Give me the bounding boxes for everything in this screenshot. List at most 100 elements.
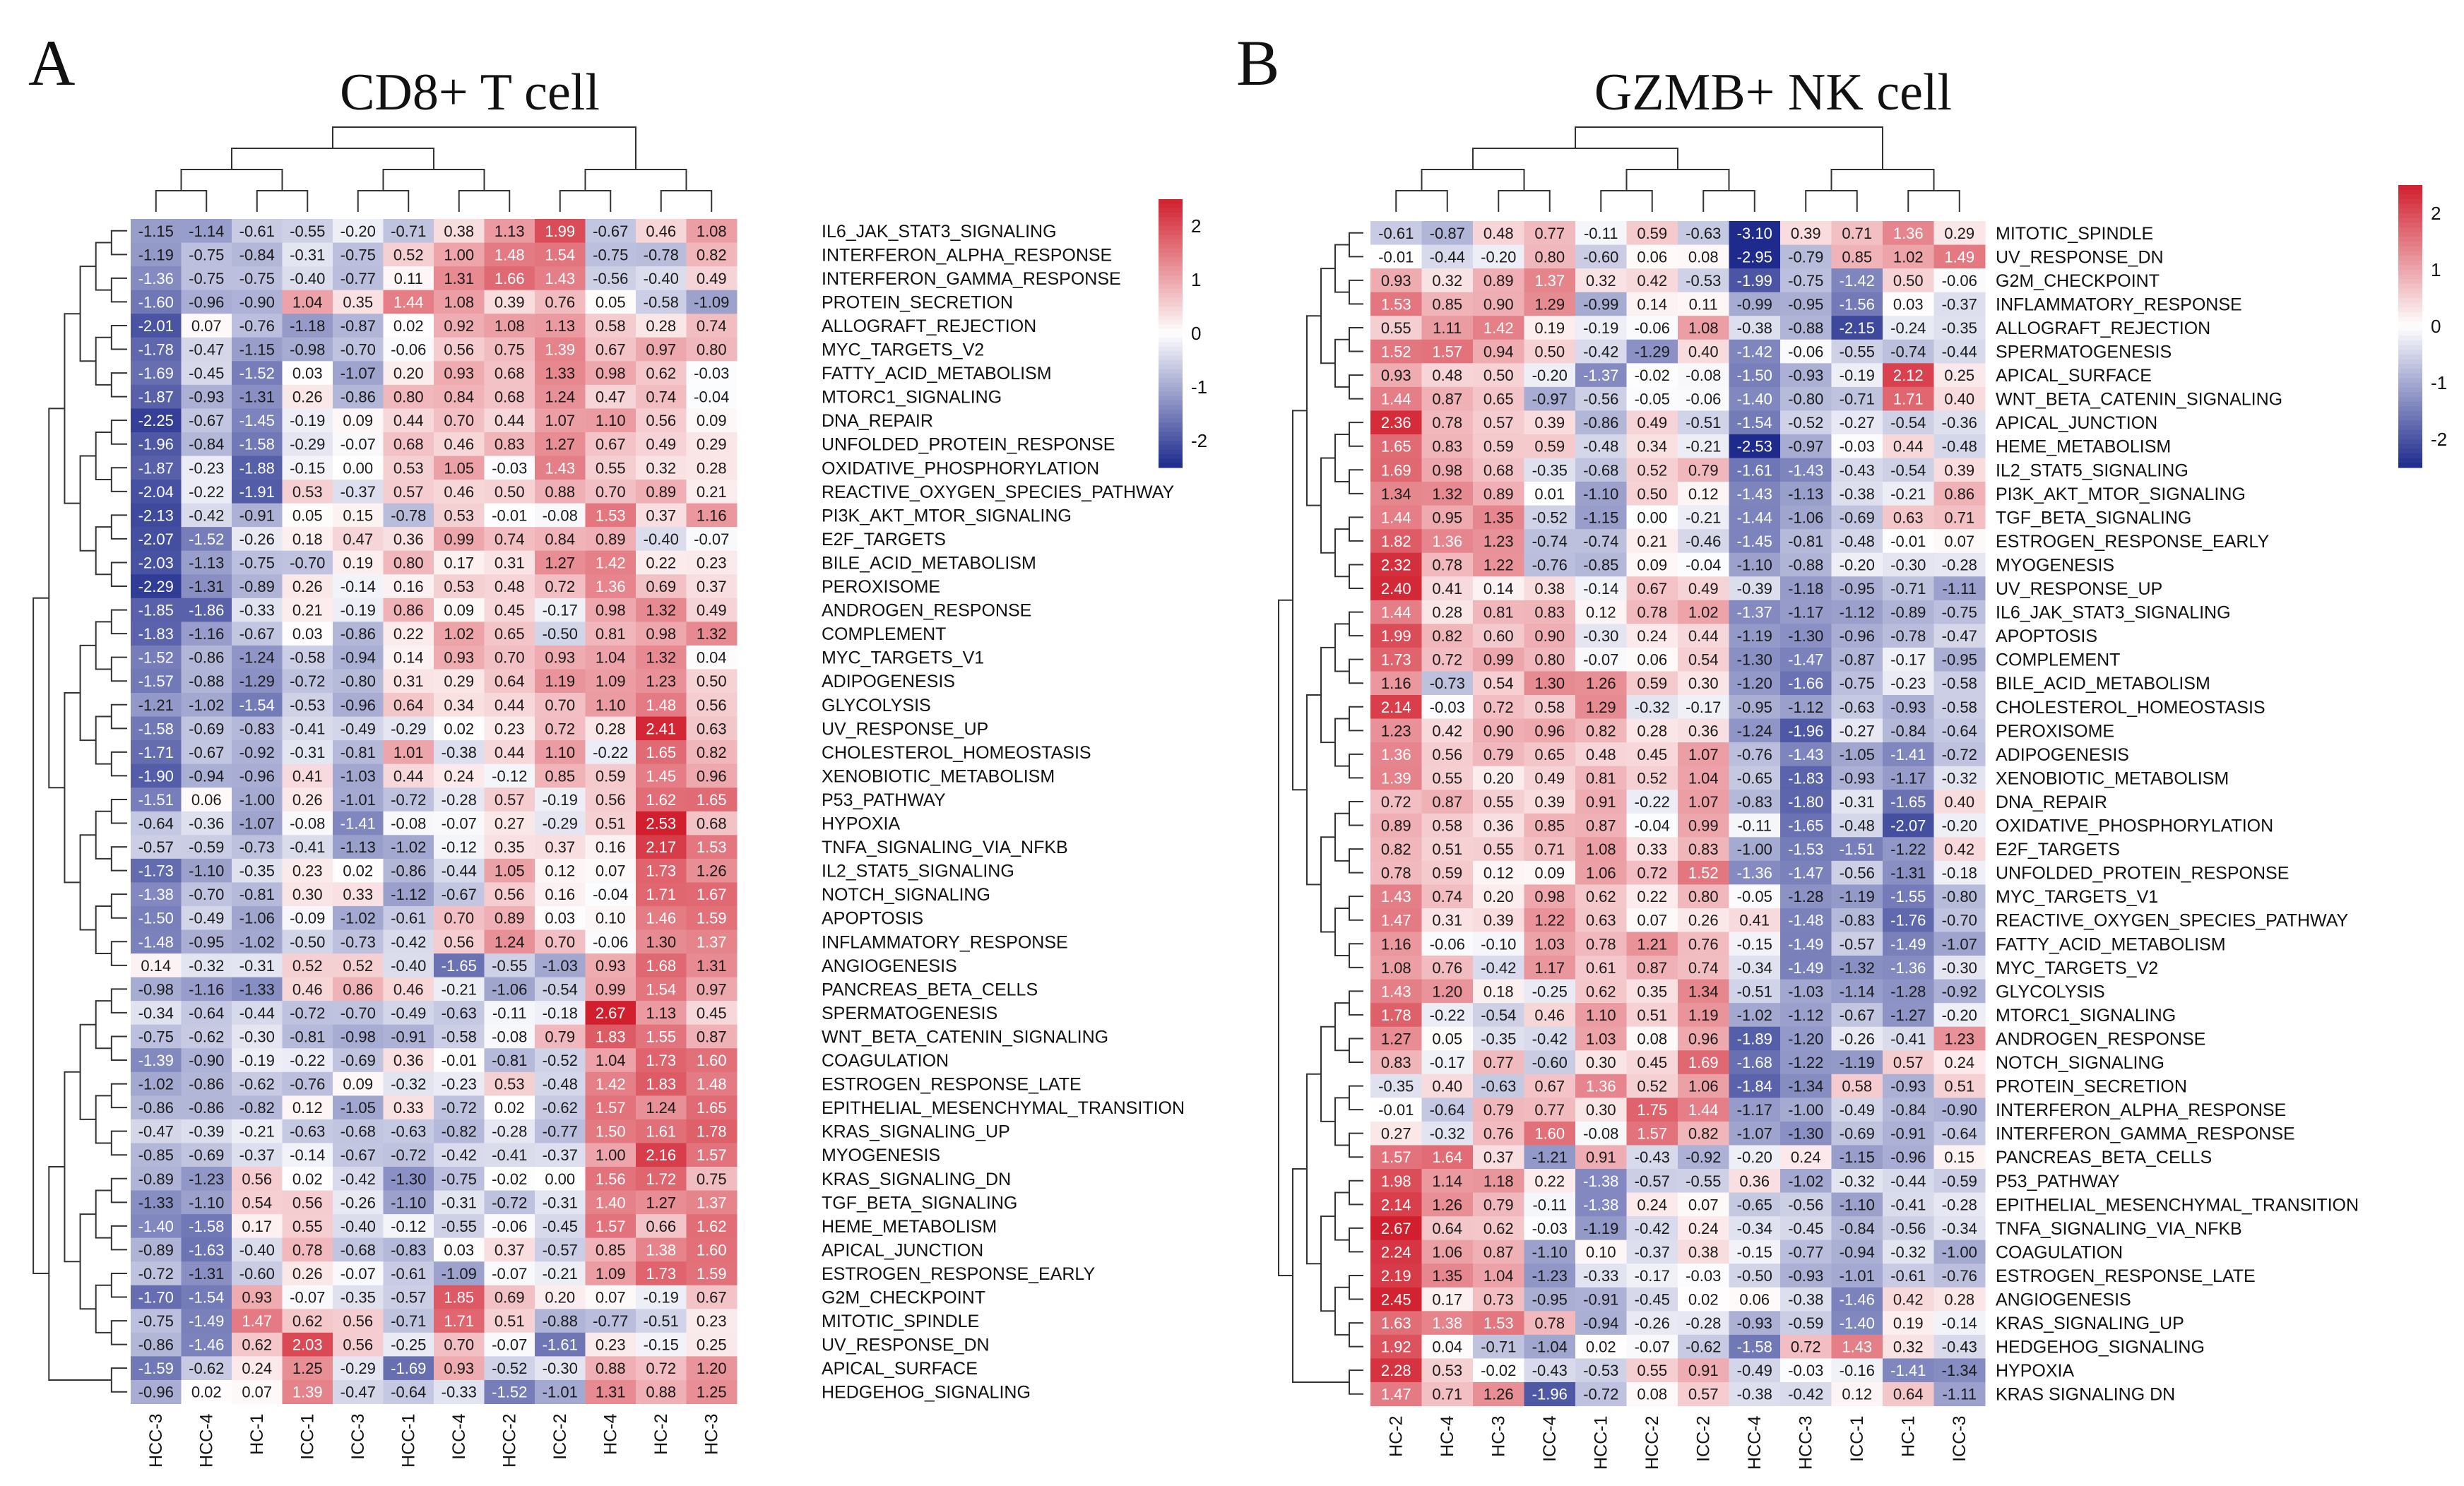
row-label: TGF_BETA_SIGNALING	[1996, 508, 2191, 528]
cell-value-label: -1.22	[1788, 1054, 1823, 1071]
cell-value-label: 1.30	[646, 933, 676, 951]
color-scale-segment	[1159, 360, 1183, 365]
cell-value-label: 0.53	[292, 483, 323, 501]
cell-value-label: 1.39	[545, 341, 575, 359]
cell-value-label: 0.98	[1432, 461, 1462, 479]
cell-value-label: 0.48	[1586, 746, 1616, 763]
cell-value-label: 0.82	[1432, 627, 1462, 645]
cell-value-label: 0.47	[596, 388, 626, 406]
cell-value-label: -0.40	[644, 270, 679, 287]
cell-value-label: 1.06	[1586, 864, 1616, 882]
cell-value-label: -1.39	[138, 1052, 174, 1069]
cell-value-label: 0.30	[1586, 1054, 1616, 1071]
heatmap-cell	[131, 811, 182, 836]
cell-value-label: 1.57	[697, 1146, 727, 1164]
cell-value-label: -0.61	[1378, 225, 1414, 242]
cell-value-label: 0.63	[1893, 509, 1924, 526]
row-label: P53_PATHWAY	[1996, 1172, 2120, 1191]
cell-value-label: -0.75	[138, 1028, 174, 1045]
cell-value-label: -0.83	[1737, 793, 1772, 811]
cell-value-label: 1.39	[1381, 769, 1411, 787]
cell-value-label: -0.35	[239, 862, 275, 880]
heatmap-cell	[686, 480, 738, 504]
cell-value-label: -0.06	[492, 1218, 527, 1235]
cell-value-label: 0.02	[444, 720, 474, 737]
cell-value-label: 0.72	[646, 1360, 676, 1377]
heatmap-cell	[383, 432, 434, 456]
color-scale-segment	[1159, 253, 1183, 258]
heatmap-cell	[282, 384, 333, 409]
cell-value-label: 2.14	[1381, 699, 1411, 716]
row-dendrogram-branch	[95, 905, 112, 955]
heatmap-cell	[585, 550, 636, 575]
cell-value-label: -1.10	[189, 1194, 224, 1211]
cell-value-label: -0.54	[1890, 461, 1926, 479]
color-scale-segment	[1159, 400, 1183, 405]
color-scale-segment	[2398, 331, 2422, 336]
cell-value-label: 0.22	[1534, 1172, 1565, 1190]
color-scale-segment	[1159, 230, 1183, 236]
cell-value-label: -0.75	[593, 246, 628, 263]
cell-value-label: -1.34	[1788, 1078, 1823, 1095]
row-dendrogram-branch	[110, 324, 127, 350]
heatmap-cell	[434, 811, 485, 836]
heatmap-cell	[686, 622, 738, 646]
column-label: HCC-3	[146, 1414, 166, 1468]
color-scale-segment	[1159, 342, 1183, 347]
color-scale-segment	[1159, 324, 1183, 330]
heatmap-cell	[181, 811, 232, 836]
cell-value-label: -0.42	[442, 1146, 477, 1164]
cell-value-label: 1.73	[1381, 651, 1411, 669]
row-dendrogram-branch	[1349, 848, 1363, 874]
cell-value-label: 1.08	[1381, 959, 1411, 977]
heatmap-cell	[636, 266, 687, 291]
row-dendrogram-branch	[110, 893, 127, 919]
cell-value-label: 1.00	[444, 246, 474, 263]
cell-value-label: -1.12	[1788, 699, 1823, 716]
color-scale-segment	[1159, 293, 1183, 298]
cell-value-label: 0.23	[697, 554, 727, 571]
cell-value-label: 0.79	[1688, 461, 1719, 479]
cell-value-label: 1.23	[1381, 722, 1411, 739]
cell-value-label: -0.63	[1840, 699, 1875, 716]
cell-value-label: 1.78	[1381, 1006, 1411, 1024]
cell-value-label: -2.15	[1840, 319, 1875, 337]
cell-value-label: 1.06	[1688, 1078, 1719, 1095]
cell-value-label: 1.48	[646, 696, 676, 714]
heatmap-cell	[434, 384, 485, 409]
cell-value-label: 0.28	[697, 459, 727, 477]
row-dendrogram-branch	[1349, 658, 1363, 684]
heatmap-cell	[282, 503, 333, 528]
cell-value-label: -0.21	[239, 1123, 275, 1141]
cell-value-label: 0.90	[1483, 295, 1514, 313]
row-label: PEROXISOME	[1996, 721, 2114, 741]
cell-value-label: -1.33	[138, 1194, 174, 1211]
cell-value-label: 0.33	[1637, 840, 1667, 858]
color-scale-segment	[1159, 275, 1183, 280]
cell-value-label: 0.28	[646, 317, 676, 335]
cell-value-label: 0.85	[1432, 295, 1462, 313]
color-scale-segment	[2398, 392, 2422, 398]
row-dendrogram-branch	[79, 834, 96, 931]
cell-value-label: -1.58	[189, 1218, 224, 1235]
heatmap-cell	[636, 432, 687, 456]
column-label: HC-1	[247, 1414, 267, 1455]
cell-value-label: 0.56	[1432, 746, 1462, 763]
cell-value-label: -0.17	[1635, 1267, 1670, 1285]
cell-value-label: 0.07	[1637, 912, 1667, 929]
cell-value-label: -0.03	[1532, 1220, 1568, 1237]
heatmap-cell	[484, 787, 535, 812]
row-label: ESTROGEN_RESPONSE_EARLY	[822, 1264, 1095, 1284]
cell-value-label: 1.42	[1483, 319, 1514, 337]
cell-value-label: -0.55	[492, 957, 527, 975]
cell-value-label: -0.34	[1737, 1220, 1772, 1237]
cell-value-label: 0.68	[1483, 461, 1514, 479]
color-scale-segment	[1159, 387, 1183, 392]
color-scale-segment	[2398, 265, 2422, 271]
cell-value-label: 0.26	[292, 388, 323, 406]
cell-value-label: -1.69	[391, 1360, 426, 1377]
cell-value-label: -0.49	[340, 720, 376, 737]
cell-value-label: -1.10	[189, 862, 224, 880]
column-label: HC-3	[701, 1414, 721, 1455]
cell-value-label: -0.35	[340, 1289, 376, 1307]
